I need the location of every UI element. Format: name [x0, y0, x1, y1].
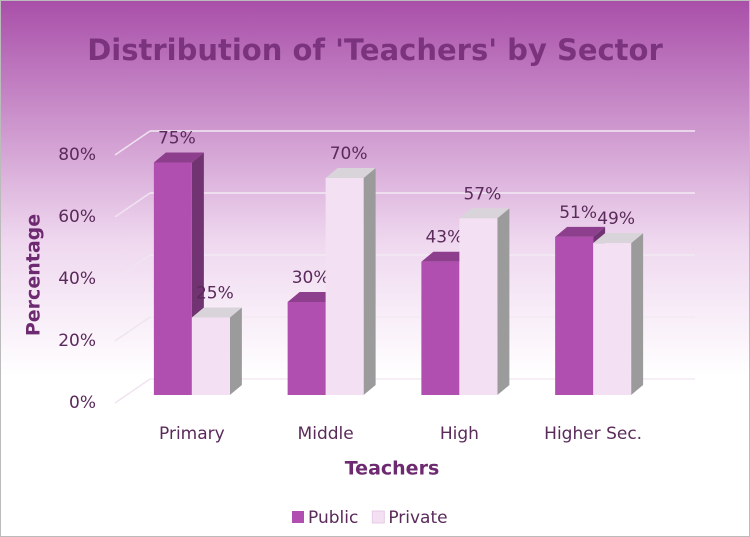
grid-line-depth [114, 254, 151, 280]
bar-side [363, 168, 376, 395]
bar-top [153, 152, 204, 163]
bar-top [555, 226, 606, 237]
grid-line-depth [114, 316, 151, 342]
bar [459, 218, 498, 395]
x-tick-label: Middle [298, 424, 354, 444]
data-label: 70% [330, 144, 368, 164]
chart-title: Distribution of 'Teachers' by Sector [87, 33, 663, 67]
data-label: 43% [425, 228, 463, 248]
grid-line-depth [114, 130, 151, 156]
x-axis-label: Teachers [345, 458, 440, 480]
y-axis-label: Percentage [23, 214, 45, 336]
bar-top [287, 292, 338, 302]
y-tick-label: 60% [58, 207, 96, 227]
data-label: 57% [463, 184, 501, 204]
data-label: 25% [196, 284, 234, 304]
bar-side [229, 307, 242, 395]
x-tick-label: High [440, 424, 479, 444]
bar-side [497, 208, 510, 395]
bar [555, 236, 594, 395]
legend-swatch [371, 510, 385, 524]
legend-label: Private [388, 508, 447, 528]
bar-top [459, 208, 510, 219]
x-tick-label: Primary [159, 424, 225, 444]
bar-top [421, 251, 472, 262]
y-tick-label: 40% [58, 269, 96, 289]
x-tick-label: Higher Sec. [544, 424, 642, 444]
data-label: 49% [597, 209, 635, 229]
grid-line-depth [114, 192, 151, 218]
bar [421, 261, 460, 395]
bar [287, 302, 326, 395]
bar [153, 162, 192, 395]
bar [593, 243, 632, 395]
legend-swatch [292, 511, 304, 523]
bar-top [191, 307, 242, 318]
y-tick-label: 20% [58, 331, 96, 351]
data-label: 51% [559, 203, 597, 223]
grid-line-depth [114, 378, 151, 404]
bar-top [593, 233, 644, 244]
bar-side [631, 233, 644, 395]
bar [325, 178, 364, 395]
bar-top [325, 168, 376, 178]
bar [191, 317, 230, 395]
y-tick-label: 80% [58, 145, 96, 165]
y-tick-label: 0% [69, 393, 96, 413]
data-label: 30% [292, 268, 330, 288]
data-label: 75% [158, 129, 196, 149]
legend-label: Public [308, 508, 358, 528]
